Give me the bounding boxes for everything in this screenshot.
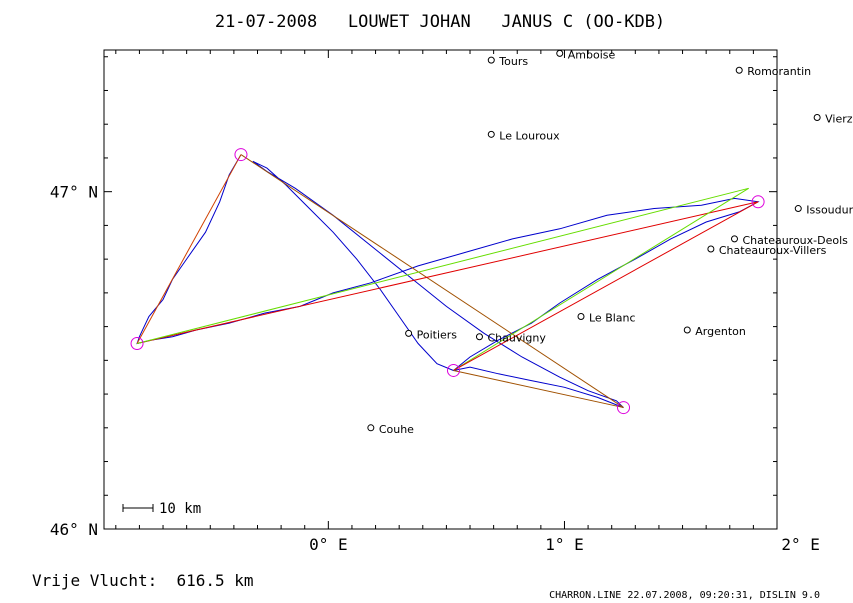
city-marker [577, 312, 585, 320]
city-label: Couhe [379, 423, 414, 436]
turnpoint-marker [234, 148, 248, 162]
x-axis-label: 0° E [309, 535, 348, 554]
city-marker [405, 329, 413, 337]
city-marker [813, 113, 821, 121]
city-markers: Amboise Romorantin Tours Vierzon Le Louroux I… [367, 48, 853, 436]
city-label: Tours [498, 55, 528, 68]
turnpoint-marker [751, 195, 765, 209]
y-axis-label: 46° N [50, 520, 98, 539]
task-legs [136, 154, 759, 409]
turnpoint-marker [446, 363, 460, 377]
turnpoint-marker [130, 336, 144, 350]
city-label: Le Louroux [499, 129, 560, 142]
task-leg [453, 201, 759, 371]
task-leg [240, 154, 624, 408]
task-leg [136, 187, 749, 344]
distance-label: Vrije Vlucht: 616.5 km [32, 571, 254, 590]
city-label: Chauvigny [487, 332, 546, 345]
city-marker [487, 56, 495, 64]
city-marker [683, 326, 691, 334]
task-leg [453, 187, 749, 371]
city-label: Chateauroux-Deols [742, 234, 848, 247]
city-label: Romorantin [747, 65, 811, 78]
x-axis-label: 1° E [545, 535, 584, 554]
city-marker [475, 333, 483, 341]
scale-bar-label: 10 km [159, 501, 201, 517]
flight-track [136, 154, 760, 409]
city-marker [707, 245, 715, 253]
city-label: Chateauroux-Villers [719, 244, 827, 257]
task-leg [136, 154, 242, 344]
city-label: Le Blanc [589, 311, 636, 324]
turnpoints [130, 148, 765, 415]
city-label: Poitiers [417, 328, 458, 341]
task-leg [453, 369, 624, 409]
x-axis-labels: 0° E 1° E 2° E [309, 535, 820, 554]
task-leg [136, 201, 759, 344]
map-title: 21-07-2008 LOUWET JOHAN JANUS C (OO-KDB) [215, 12, 665, 32]
turnpoint-marker [617, 401, 631, 415]
city-marker [735, 66, 743, 74]
city-label: Issoudun [806, 204, 853, 217]
city-label: Amboise [568, 48, 616, 61]
y-axis-labels: 46° N 47° N [50, 183, 98, 539]
city-marker [556, 49, 564, 57]
city-marker [487, 130, 495, 138]
city-label: Vierzon [825, 112, 853, 125]
city-marker [794, 205, 802, 213]
axis-ticks [104, 50, 778, 530]
scale-bar: 10 km [122, 501, 201, 517]
city-marker [367, 424, 375, 432]
city-label: Argenton [695, 325, 746, 338]
x-axis-label: 2° E [781, 535, 820, 554]
credit-line: CHARRON.LINE 22.07.2008, 09:20:31, DISLI… [549, 590, 820, 601]
plot-frame [103, 49, 778, 530]
y-axis-label: 47° N [50, 183, 98, 202]
city-marker [730, 235, 738, 243]
